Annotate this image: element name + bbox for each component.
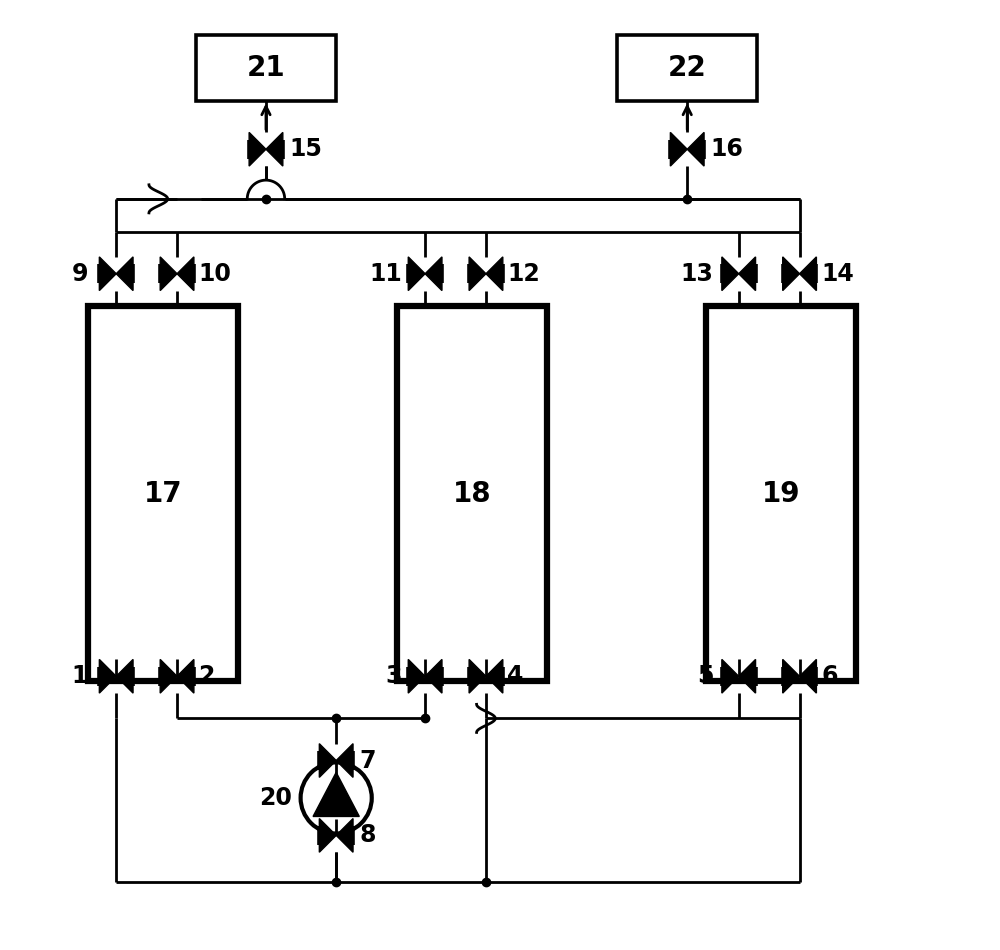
Polygon shape [319,744,336,777]
Polygon shape [722,256,739,291]
Polygon shape [116,256,133,291]
Text: 3: 3 [385,664,402,688]
Text: 8: 8 [360,824,376,847]
Text: 2: 2 [199,664,215,688]
Text: 15: 15 [289,137,322,162]
Polygon shape [739,256,756,291]
Text: 6: 6 [821,664,838,688]
Polygon shape [687,132,704,166]
Text: 11: 11 [369,262,402,286]
Polygon shape [486,659,503,694]
Polygon shape [469,659,486,694]
Text: 19: 19 [762,480,800,507]
Polygon shape [783,256,800,291]
Polygon shape [469,256,486,291]
Text: 16: 16 [711,137,744,162]
Text: 13: 13 [681,262,713,286]
Polygon shape [336,744,353,777]
Polygon shape [160,256,177,291]
Polygon shape [160,659,177,694]
Polygon shape [783,659,800,694]
Bar [88,307,238,681]
Text: 12: 12 [507,262,540,286]
Text: 9: 9 [72,262,88,286]
Polygon shape [99,256,116,291]
Polygon shape [99,659,116,694]
Bar [196,35,336,101]
Polygon shape [670,132,687,166]
Text: 22: 22 [668,54,707,82]
Polygon shape [425,256,442,291]
Polygon shape [177,256,194,291]
Polygon shape [425,659,442,694]
Polygon shape [116,659,133,694]
Polygon shape [800,659,816,694]
Polygon shape [313,772,359,816]
Bar [397,307,547,681]
Polygon shape [800,256,816,291]
Text: 1: 1 [72,664,88,688]
Polygon shape [266,132,283,166]
Polygon shape [336,819,353,852]
Text: 20: 20 [259,786,292,810]
Text: 5: 5 [697,664,713,688]
Text: 10: 10 [199,262,231,286]
Polygon shape [249,132,266,166]
Text: 7: 7 [360,749,376,772]
Text: 4: 4 [507,664,524,688]
Bar [617,35,757,101]
Polygon shape [739,659,756,694]
Polygon shape [486,256,503,291]
Text: 14: 14 [821,262,854,286]
Text: 17: 17 [144,480,182,507]
Polygon shape [722,659,739,694]
Polygon shape [319,819,336,852]
Polygon shape [177,659,194,694]
Text: 21: 21 [247,54,285,82]
Bar [706,307,856,681]
Polygon shape [408,256,425,291]
Text: 18: 18 [453,480,491,507]
Polygon shape [408,659,425,694]
